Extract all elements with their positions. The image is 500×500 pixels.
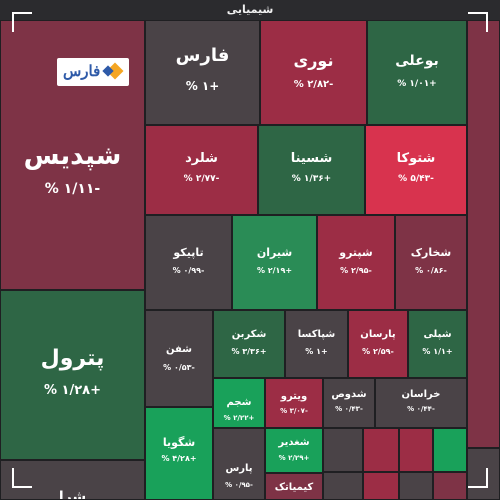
tile-small[interactable] (399, 428, 433, 472)
tile-percent: % ۵/۴۳- (398, 174, 434, 184)
tile-percent: % ۱/۱۱- (44, 181, 101, 197)
tile-name: شرا (58, 489, 87, 500)
tile-percent: % ۱/۰۱+ (397, 79, 437, 89)
tile-name: شسینا (290, 151, 333, 166)
tile-percent: % ۳/۰۷- (280, 407, 308, 415)
tile-percent: % ۲/۸۲- (293, 79, 334, 90)
fars-logo-text: فارس (63, 62, 101, 80)
tile-percent: % ۱/۳۶+ (291, 174, 332, 184)
tile-kimiatek[interactable]: کیمیاتک (265, 473, 323, 500)
tile-percent: % ۰/۹۹- (172, 266, 205, 275)
tile-percent: % ۰/۵۳- (163, 363, 195, 372)
tile-shelord[interactable]: شلرد % ۲/۷۷- (145, 125, 258, 215)
tile-small[interactable] (433, 472, 467, 500)
tile-percent: % ۰/۸۶- (415, 266, 447, 275)
tile-percent: % ۰/۴۳- (335, 405, 363, 413)
tile-percent: % ۴/۲۸+ (161, 454, 197, 463)
tile-name: کیمیاتک (274, 482, 314, 493)
tile-name: شپترو (339, 246, 373, 259)
sector-title: شیمیایی (226, 3, 274, 16)
tile-name: ویترو (280, 391, 308, 402)
tile-khorasan[interactable]: خراسان % ۰/۴۴- (375, 378, 467, 428)
sector-header: شیمیایی (0, 0, 500, 20)
tile-small[interactable] (363, 428, 399, 472)
tile-name: شدوص (331, 389, 367, 400)
tile-small[interactable] (363, 472, 399, 500)
frame-corner-icon (468, 12, 488, 32)
tile-name: بوعلی (395, 53, 439, 69)
tile-petrol[interactable]: پترول % ۱/۲۸+ (0, 290, 145, 460)
tile-name: تاپیکو (173, 246, 204, 259)
tile-name: شپلی (423, 329, 452, 340)
tile-shesina[interactable]: شسینا % ۱/۳۶+ (258, 125, 365, 215)
tile-name: پارسان (360, 329, 396, 340)
tile-name: پترول (40, 346, 105, 371)
tile-percent: % ۲/۵۹- (362, 347, 394, 356)
tile-name: شجم (226, 397, 252, 408)
tile-shegoya[interactable]: شگویا % ۴/۲۸+ (145, 407, 213, 500)
tile-percent: % ۰/۴۴- (407, 405, 435, 413)
tile-percent: % ۳/۳۶+ (231, 347, 267, 356)
tile-name: فارس (175, 45, 230, 66)
tile-name: خراسان (401, 389, 441, 400)
tile-fars[interactable]: فارس % ۱+ (145, 20, 260, 125)
tile-shepetro[interactable]: شپترو % ۲/۹۵- (317, 215, 395, 310)
tile-small[interactable] (323, 428, 363, 472)
tile-right-edge[interactable] (467, 20, 500, 448)
tile-name: پارس (225, 463, 253, 474)
frame-corner-icon (12, 468, 32, 488)
tile-noori[interactable]: نوری % ۲/۸۲- (260, 20, 367, 125)
tile-small[interactable] (433, 428, 467, 472)
tile-shetoka[interactable]: شتوکا % ۵/۴۳- (365, 125, 467, 215)
tile-boali[interactable]: بوعلی % ۱/۰۱+ (367, 20, 467, 125)
tile-shekarbon[interactable]: شکربن % ۳/۳۶+ (213, 310, 285, 378)
tile-shedos[interactable]: شدوص % ۰/۴۳- (323, 378, 375, 428)
tile-percent: % ۲/۱۹+ (256, 266, 293, 275)
tile-percent: % ۱+ (185, 79, 220, 93)
tile-percent: % ۱/۱+ (422, 347, 453, 356)
tile-shekharak[interactable]: شخارک % ۰/۸۶- (395, 215, 467, 310)
tile-name: شغدیر (278, 437, 310, 448)
tile-parsan[interactable]: پارسان % ۲/۵۹- (348, 310, 408, 378)
tile-percent: % ۱+ (305, 347, 328, 356)
tile-name: شپدیس (23, 141, 122, 171)
tile-name: شپاکسا (297, 329, 336, 340)
tile-vitro[interactable]: ویترو % ۳/۰۷- (265, 378, 323, 428)
frame-corner-icon (12, 12, 32, 32)
tile-percent: % ۰/۹۵- (225, 481, 253, 489)
tile-name: شکربن (231, 329, 267, 340)
frame-corner-icon (468, 468, 488, 488)
tile-name: شفن (165, 344, 193, 355)
tile-shepli[interactable]: شپلی % ۱/۱+ (408, 310, 467, 378)
tile-name: نوری (293, 51, 334, 70)
tile-percent: % ۱/۲۸+ (44, 383, 101, 398)
tile-shegadir[interactable]: شغدیر % ۲/۲۹+ (265, 428, 323, 473)
tile-percent: % ۲/۲۹+ (278, 454, 310, 462)
tile-name: شیران (256, 246, 293, 259)
tile-shefan[interactable]: شفن % ۰/۵۳- (145, 310, 213, 407)
tile-percent: % ۲/۲۲+ (223, 414, 255, 422)
tile-shepaksa[interactable]: شپاکسا % ۱+ (285, 310, 348, 378)
tile-shiran[interactable]: شیران % ۲/۱۹+ (232, 215, 317, 310)
tile-name: شخارک (410, 246, 452, 259)
tile-tapiko[interactable]: تاپیکو % ۰/۹۹- (145, 215, 232, 310)
tile-percent: % ۲/۷۷- (183, 174, 220, 184)
tile-shejam[interactable]: شجم % ۲/۲۲+ (213, 378, 265, 428)
tile-small[interactable] (323, 472, 363, 500)
tile-name: شتوکا (396, 151, 436, 166)
tile-name: شلرد (185, 151, 218, 166)
tile-pars[interactable]: پارس % ۰/۹۵- (213, 428, 265, 500)
tile-small[interactable] (399, 472, 433, 500)
fars-logo: فارس (57, 58, 129, 86)
tile-percent: % ۲/۹۵- (340, 266, 372, 275)
tile-name: شگویا (162, 436, 196, 449)
